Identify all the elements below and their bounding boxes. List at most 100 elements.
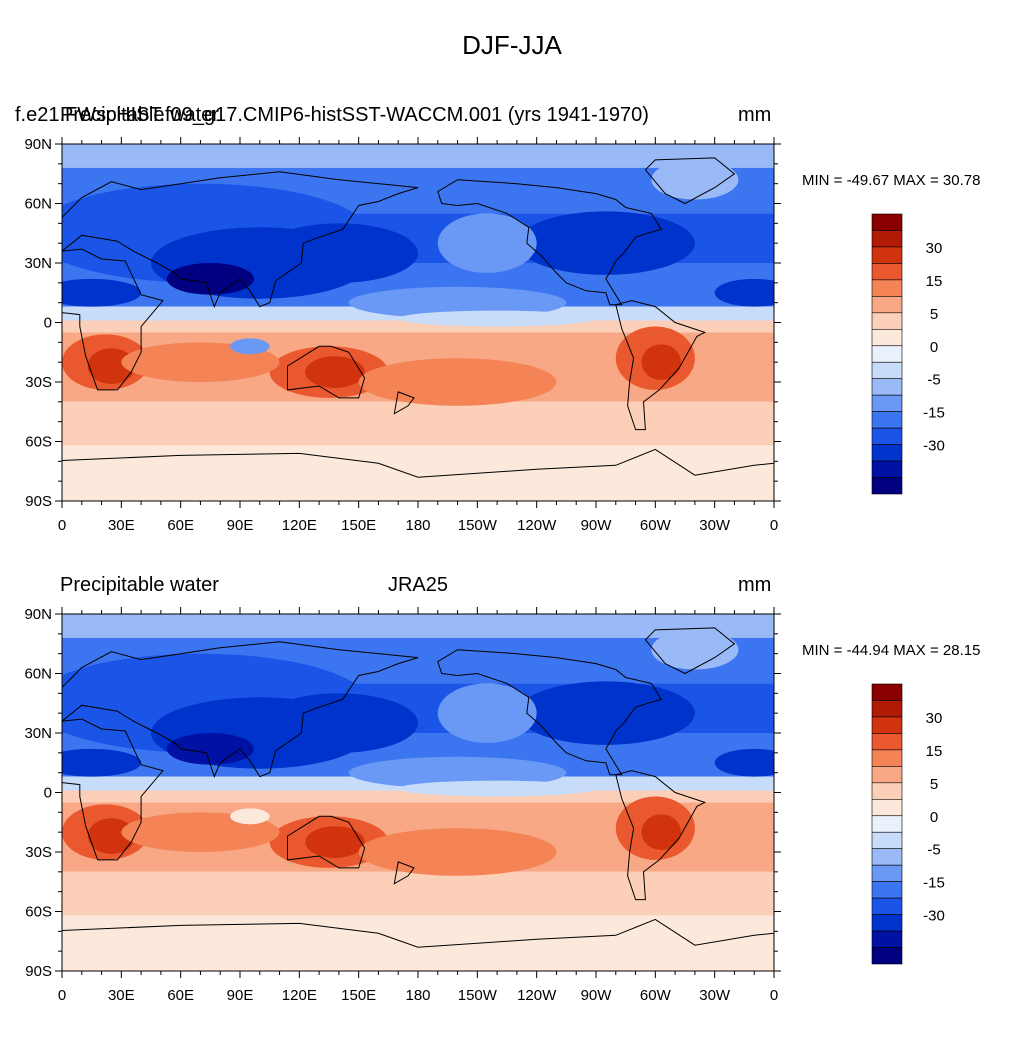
colorbar-box [871, 864, 903, 882]
lat-tick-label: 60S [25, 904, 52, 921]
colorbar-box [871, 312, 903, 330]
lat-tick-label: 30S [25, 844, 52, 861]
colorbar-box [871, 345, 903, 363]
new-zealand-coastline [393, 861, 415, 885]
antarctic-band [62, 445, 774, 501]
colorbar-box [871, 766, 903, 784]
colorbar-label: -5 [927, 842, 940, 859]
eurasia-coastline [62, 641, 419, 779]
lon-tick-label: 0 [58, 987, 66, 1004]
ne-pacific-mid [437, 683, 537, 743]
australia-coastline [287, 345, 366, 399]
africa-coastline [62, 248, 164, 391]
indian-ocean-small [230, 808, 270, 825]
new-zealand-coastline [393, 391, 415, 415]
lon-tick-label: 0 [770, 517, 778, 534]
lon-tick-label: 180 [405, 517, 430, 534]
indian-ocean-small [230, 338, 270, 355]
lon-tick-label: 150W [458, 517, 498, 534]
colorbar-label: -30 [923, 438, 945, 455]
lon-tick-label: 120W [517, 987, 557, 1004]
colorbar-box [871, 831, 903, 850]
colorbar-box [871, 427, 903, 445]
lat-tick-label: 30N [24, 255, 52, 272]
colorbar-box [871, 279, 903, 297]
lon-tick-label: 90E [227, 987, 254, 1004]
colorbar-box [871, 848, 903, 866]
pacific-equator-pale [398, 310, 596, 327]
min-max-label: MIN = -44.94 MAX = 28.15 [802, 642, 981, 659]
arctic-band [62, 614, 774, 638]
lon-tick-label: 30E [108, 517, 135, 534]
colorbar-box [871, 897, 903, 915]
pacific-itcz-light [348, 756, 567, 789]
africa-coastline [62, 718, 164, 861]
colorbar-box [871, 749, 903, 767]
ne-pacific-mid [437, 213, 537, 273]
atlantic-low [714, 278, 774, 307]
map-plot: 0 30E 60E 90E 120E 150E 180 150W 120W 90W 60W 30W 09… [24, 606, 781, 1004]
colorbar-box [871, 378, 903, 396]
colorbar-label: 5 [930, 776, 938, 793]
colorbar-box [871, 683, 903, 701]
sh-midlat-band [62, 871, 774, 916]
lat-tick-label: 60N [24, 196, 52, 213]
panel-units-label: mm [738, 574, 772, 596]
lat-tick-label: 90S [25, 963, 52, 980]
colorbar-box [871, 914, 903, 932]
atlantic-low [714, 748, 774, 777]
india-deep-low [166, 733, 254, 765]
colorbar-box [871, 246, 903, 264]
lat-tick-label: 90N [24, 136, 52, 153]
lon-tick-label: 60E [167, 987, 194, 1004]
colorbar-label: 30 [926, 240, 943, 257]
greenland-coastline [644, 157, 736, 205]
colorbar-box [871, 815, 903, 833]
lon-tick-label: 30W [699, 987, 731, 1004]
colorbar-label: -30 [923, 908, 945, 925]
equator-south-band [62, 790, 774, 803]
colorbar-box [871, 361, 903, 380]
colorbar-box [871, 716, 903, 734]
contour-field [62, 614, 774, 971]
colorbar-box [871, 411, 903, 429]
panel-left-label: Precipitable water [60, 104, 219, 126]
colorbar-label: -15 [923, 405, 945, 422]
antarctica-coastline [62, 918, 774, 971]
lat-tick-label: 30N [24, 725, 52, 742]
arctic-band [62, 144, 774, 168]
panel-left-label: Precipitable water [60, 574, 219, 596]
lat-tick-label: 30S [25, 374, 52, 391]
colorbar-box [871, 296, 903, 314]
colorbar-label: 15 [926, 273, 943, 290]
lon-tick-label: 0 [770, 987, 778, 1004]
colorbar-label: 5 [930, 306, 938, 323]
colorbar: 30 15 5 0 -5 -15 -30 [871, 213, 945, 495]
lon-tick-label: 30W [699, 517, 731, 534]
south-america-coastline [615, 770, 707, 901]
equator-south-band [62, 320, 774, 333]
north-america-low [516, 211, 695, 275]
lon-tick-label: 150E [341, 987, 376, 1004]
north-america-low [516, 681, 695, 745]
lat-tick-label: 90N [24, 606, 52, 623]
colorbar-label: 15 [926, 743, 943, 760]
colorbar-box [871, 460, 903, 478]
south-america-core [641, 344, 682, 381]
lat-tick-label: 90S [25, 493, 52, 510]
lon-tick-label: 60W [640, 517, 672, 534]
india-deep-low [166, 263, 254, 295]
panel-units-label: mm [738, 104, 772, 126]
greenland-light [651, 159, 739, 200]
map-plot: 0 30E 60E 90E 120E 150E 180 150W 120W 90W 60W 30W 09… [24, 136, 781, 534]
colorbar-box [871, 230, 903, 248]
lat-tick-label: 0 [44, 785, 52, 802]
lat-tick-label: 60N [24, 666, 52, 683]
pacific-equator-pale [398, 780, 596, 797]
south-america-coastline [615, 300, 707, 431]
antarctic-band [62, 915, 774, 971]
australia-coastline [287, 815, 366, 869]
sh-midlat-band [62, 401, 774, 446]
greenland-light [651, 629, 739, 670]
lat-tick-label: 0 [44, 315, 52, 332]
